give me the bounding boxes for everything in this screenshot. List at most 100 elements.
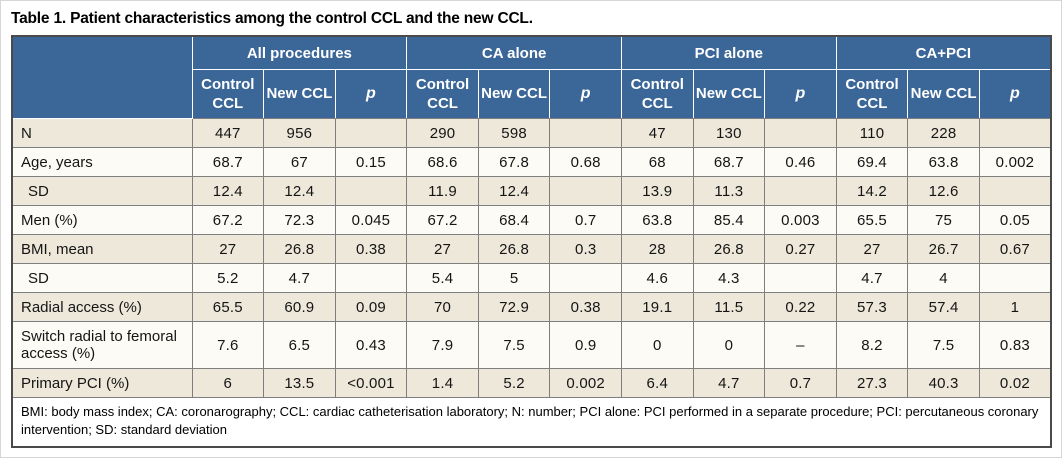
data-cell: 290 [406,118,479,148]
data-cell: 5.4 [406,263,479,293]
data-cell [764,176,837,206]
data-cell: 956 [263,118,336,148]
data-cell: 13.9 [620,176,694,206]
data-cell: 65.5 [835,205,909,235]
subheader-cell: p [334,69,408,119]
data-cell: 130 [692,118,766,148]
table-caption: Table 1. Patient characteristics among t… [11,10,533,27]
data-cell: 0.09 [334,292,408,322]
data-cell: 12.6 [907,176,980,206]
table-row: N 447 956 290 598 47 130 110 228 [11,118,1052,148]
data-cell: 6 [191,368,265,398]
table-row: Primary PCI (%) 6 13.5 <0.001 1.4 5.2 0.002 6.4… [11,368,1052,398]
corner-cell [11,35,193,119]
data-cell: 4.7 [692,368,766,398]
data-cell: 6.4 [620,368,694,398]
subheader-cell: New CCL [263,69,336,119]
data-cell: 68.6 [406,147,479,177]
data-cell: 5.2 [191,263,265,293]
data-cell [978,176,1052,206]
data-cell: 57.4 [907,292,980,322]
subheader-cell: p [978,69,1052,119]
group-header-row: All procedures CA alone PCI alone CA+PCI [11,35,1052,119]
group-header-cell: All procedures [191,35,408,70]
data-cell: 26.8 [692,234,766,264]
data-cell: 27 [835,234,909,264]
table-footer: BMI: body mass index; CA: coronarography… [11,397,1052,448]
data-cell: 60.9 [263,292,336,322]
row-label-cell: SD [11,176,193,206]
table-header: All procedures CA alone PCI alone CA+PCI Co… [11,35,1052,119]
data-cell: 0.67 [978,234,1052,264]
data-cell: 0.38 [549,292,622,322]
table-row: Switch radial to femoral access (%) 7.6 6.… [11,321,1052,369]
data-cell: 0.9 [549,321,622,369]
data-cell: 12.4 [191,176,265,206]
data-cell: 40.3 [907,368,980,398]
data-cell: 8.2 [835,321,909,369]
data-cell: 67.2 [406,205,479,235]
data-cell: 28 [620,234,694,264]
data-cell: <0.001 [334,368,408,398]
data-cell: 26.8 [477,234,551,264]
subheader-cell: Control CCL [620,69,694,119]
data-cell: 68 [620,147,694,177]
subheader-cell: p [764,69,837,119]
data-cell: 11.9 [406,176,479,206]
data-cell: 0.7 [549,205,622,235]
data-cell: 63.8 [620,205,694,235]
table-row: Men (%) 67.2 72.3 0.045 67.2 68.4 0.7 63.8 85.4 0… [11,205,1052,235]
data-cell: 7.6 [191,321,265,369]
data-cell: 0.045 [334,205,408,235]
subheader-cell: Control CCL [406,69,479,119]
data-cell: 0.27 [764,234,837,264]
data-cell: 26.7 [907,234,980,264]
data-cell: 5.2 [477,368,551,398]
table-row: SD 12.4 12.4 11.9 12.4 13.9 11.3 14.2 12.6 [11,176,1052,206]
data-cell: 65.5 [191,292,265,322]
data-cell: 47 [620,118,694,148]
data-cell [549,263,622,293]
data-cell: 26.8 [263,234,336,264]
data-cell: 4.6 [620,263,694,293]
data-cell: 67.8 [477,147,551,177]
data-cell: 1.4 [406,368,479,398]
data-cell: 0.43 [334,321,408,369]
data-cell [549,118,622,148]
row-label-cell: Primary PCI (%) [11,368,193,398]
data-cell: 70 [406,292,479,322]
table-row: Age, years 68.7 67 0.15 68.6 67.8 0.68 68 68.7 0.… [11,147,1052,177]
data-cell: 27 [406,234,479,264]
row-label-cell: Age, years [11,147,193,177]
subheader-row: Control CCL New CCL p Control CCL New CCL p Co… [12,69,1052,119]
data-cell: 0.002 [549,368,622,398]
subheader-cell: p [549,69,622,119]
group-header-cell: PCI alone [620,35,837,70]
data-cell: 68.7 [692,147,766,177]
row-label-cell: BMI, mean [11,234,193,264]
data-cell: 6.5 [263,321,336,369]
row-label-cell: Switch radial to femoral access (%) [11,321,193,369]
group-header-cell: CA+PCI [835,35,1052,70]
data-cell: 0.7 [764,368,837,398]
data-cell: 110 [835,118,909,148]
data-cell: 19.1 [620,292,694,322]
data-cell: 5 [477,263,551,293]
table-row: SD 5.2 4.7 5.4 5 4.6 4.3 4.7 4 [11,263,1052,293]
data-cell: 0.38 [334,234,408,264]
data-cell [334,176,408,206]
data-cell: 0.68 [549,147,622,177]
data-cell: 0.002 [978,147,1052,177]
data-cell: – [764,321,837,369]
data-cell [978,118,1052,148]
data-cell: 27.3 [835,368,909,398]
data-cell: 0.46 [764,147,837,177]
data-cell: 7.9 [406,321,479,369]
data-cell [549,176,622,206]
data-cell: 12.4 [477,176,551,206]
data-cell: 7.5 [907,321,980,369]
table-row: Radial access (%) 65.5 60.9 0.09 70 72.9 0.38 1… [11,292,1052,322]
data-cell: 11.5 [692,292,766,322]
data-cell: 0.02 [978,368,1052,398]
